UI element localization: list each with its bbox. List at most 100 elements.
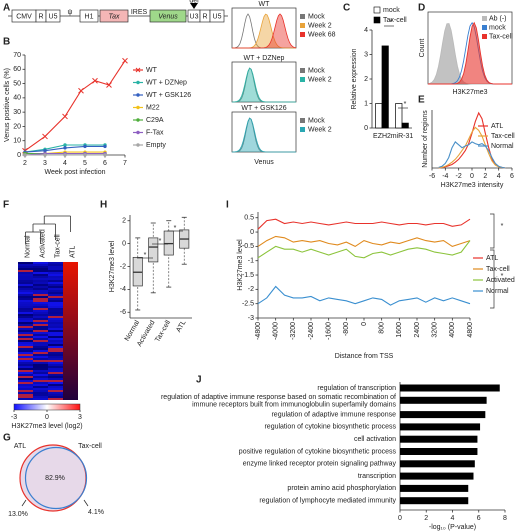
category-label: regulation of lymphocyte mediated immuni… bbox=[259, 498, 396, 505]
construct-label: R bbox=[202, 13, 207, 20]
bar bbox=[400, 423, 481, 431]
heatmap-cell bbox=[18, 376, 33, 378]
category-label: cell activation bbox=[354, 436, 396, 443]
heatmap-cell bbox=[18, 310, 33, 312]
heatmap-cell bbox=[63, 396, 78, 398]
heatmap-cell bbox=[33, 364, 48, 366]
bar bbox=[400, 411, 486, 419]
legend-label: Week 2 bbox=[308, 76, 332, 83]
heatmap-cell bbox=[33, 392, 48, 394]
heatmap-cell bbox=[33, 354, 48, 356]
panel-label: D bbox=[418, 3, 425, 14]
heatmap-cell bbox=[18, 302, 33, 304]
legend-label: WT + GSK126 bbox=[146, 92, 191, 99]
bar bbox=[400, 448, 478, 455]
heatmap-cell bbox=[18, 326, 33, 328]
heatmap-cell bbox=[48, 374, 63, 376]
legend-swatch bbox=[373, 16, 381, 24]
heatmap-cell bbox=[18, 316, 33, 318]
heatmap-cell bbox=[63, 362, 78, 364]
heatmap-cell bbox=[18, 330, 33, 332]
heatmap-cell bbox=[18, 352, 33, 354]
legend-swatch bbox=[300, 14, 305, 19]
heatmap-cell bbox=[63, 394, 78, 396]
heatmap-cell bbox=[48, 398, 63, 400]
heatmap-cell bbox=[33, 280, 48, 282]
heatmap-cell bbox=[63, 374, 78, 376]
heatmap-cell bbox=[18, 318, 33, 320]
heatmap-cell bbox=[33, 282, 48, 284]
heatmap-cell bbox=[18, 382, 33, 384]
x-tick-label: 4000 bbox=[449, 322, 456, 338]
heatmap-cell bbox=[63, 328, 78, 330]
heatmap-cell bbox=[18, 284, 33, 286]
y-tick-label: 1 bbox=[364, 100, 368, 107]
panel-label: H bbox=[100, 200, 107, 211]
series-line bbox=[438, 111, 506, 169]
heatmap-cell bbox=[33, 374, 48, 376]
heatmap-cell bbox=[63, 320, 78, 322]
heatmap-cell bbox=[33, 312, 48, 314]
leader bbox=[83, 499, 89, 507]
heatmap-cell bbox=[18, 264, 33, 266]
heatmap-cell bbox=[63, 306, 78, 308]
point bbox=[23, 153, 27, 157]
legend-swatch bbox=[300, 32, 305, 37]
legend-label: Normal bbox=[491, 143, 514, 150]
heatmap-cell bbox=[63, 270, 78, 272]
point bbox=[43, 153, 47, 157]
y-axis-label: H3K27me3 level bbox=[109, 240, 116, 292]
heatmap-cell bbox=[63, 370, 78, 372]
panel-label: F bbox=[3, 200, 9, 211]
venn-set-label: Tax-cell bbox=[78, 443, 102, 450]
x-tick-label: 0 bbox=[398, 515, 402, 522]
leader bbox=[21, 499, 27, 507]
significance-bracket bbox=[490, 249, 495, 309]
heatmap-cell bbox=[63, 312, 78, 314]
construct-label: Venus bbox=[158, 13, 178, 20]
legend-label: ATL bbox=[491, 123, 503, 130]
x-tick-label: 7 bbox=[123, 160, 127, 167]
heatmap-cell bbox=[33, 326, 48, 328]
x-tick-label: 2 bbox=[23, 160, 27, 167]
heatmap-cell bbox=[63, 290, 78, 292]
x-axis-label: H3K27me3 intensity bbox=[441, 182, 504, 189]
heatmap-cell bbox=[18, 298, 33, 300]
legend-label: ATL bbox=[486, 255, 498, 262]
heatmap-cell bbox=[33, 302, 48, 304]
colorbar bbox=[13, 403, 81, 411]
heatmap-cell bbox=[33, 288, 48, 290]
legend-label: C29A bbox=[146, 117, 164, 124]
annotation: * bbox=[144, 252, 147, 259]
heatmap-cell bbox=[18, 374, 33, 376]
construct-box bbox=[209, 9, 225, 23]
heatmap-cell bbox=[48, 292, 63, 294]
heatmap-cell bbox=[33, 340, 48, 342]
heatmap-cell bbox=[63, 266, 78, 268]
y-axis-label: Venus positive cells (%) bbox=[4, 68, 11, 142]
heatmap-cell bbox=[48, 324, 63, 326]
heatmap-cell bbox=[18, 344, 33, 346]
heatmap-cell bbox=[33, 304, 48, 306]
heatmap-cell bbox=[18, 342, 33, 344]
annotation: * bbox=[404, 101, 407, 108]
heatmap-cell bbox=[63, 268, 78, 270]
panel-label: C bbox=[343, 3, 350, 14]
heatmap-cell bbox=[63, 348, 78, 350]
heatmap-cell bbox=[48, 300, 63, 302]
venn-set-label: ATL bbox=[14, 443, 26, 450]
point bbox=[92, 77, 98, 84]
heatmap-cell bbox=[48, 280, 63, 282]
heatmap-cell bbox=[18, 356, 33, 358]
construct-box bbox=[149, 9, 187, 23]
heatmap-cell bbox=[33, 278, 48, 280]
panel-label: I bbox=[226, 200, 229, 211]
heatmap-cell bbox=[48, 342, 63, 344]
heatmap-cell bbox=[63, 356, 78, 358]
legend-swatch bbox=[482, 16, 487, 21]
heatmap-cell bbox=[33, 396, 48, 398]
heatmap-cell bbox=[33, 300, 48, 302]
heatmap-cell bbox=[48, 266, 63, 268]
panel-label: B bbox=[3, 37, 10, 48]
legend-label: Mock bbox=[308, 67, 325, 74]
